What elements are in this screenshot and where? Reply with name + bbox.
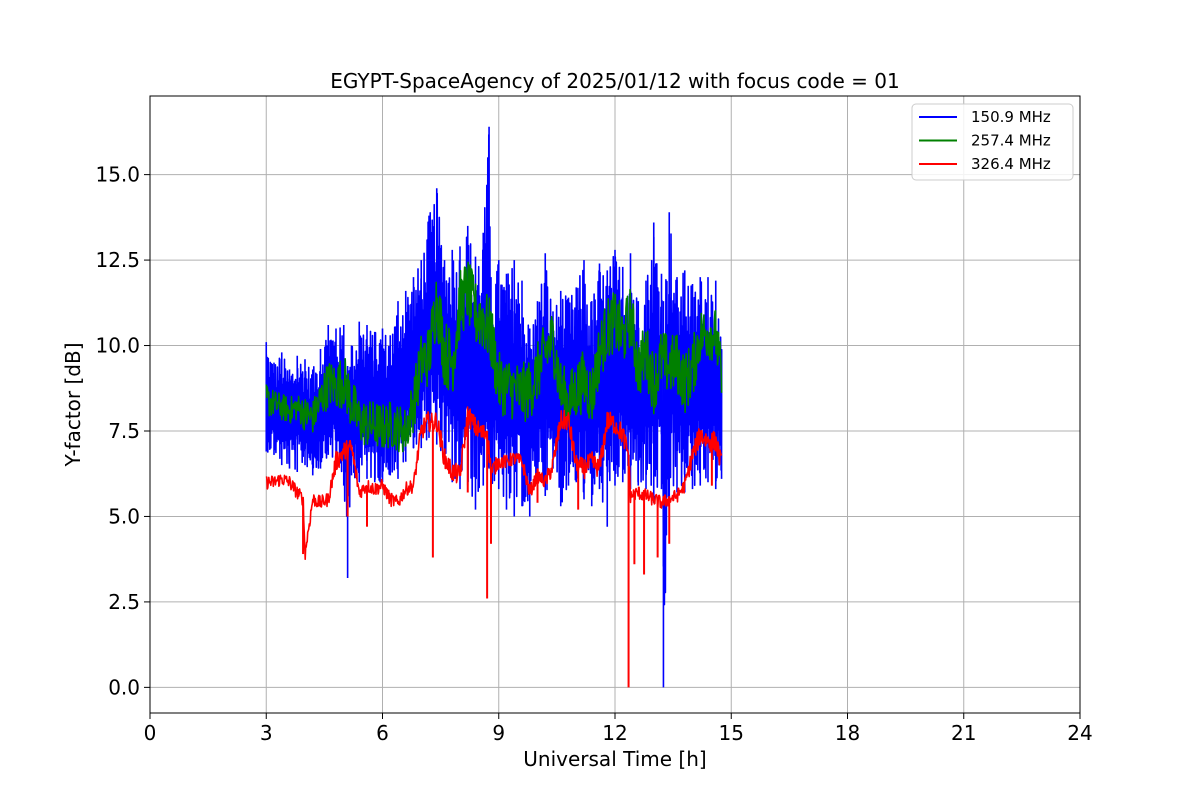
y-axis-label: Y-factor [dB] bbox=[61, 342, 85, 467]
x-tick-label: 24 bbox=[1067, 721, 1092, 745]
legend-label: 326.4 MHz bbox=[971, 155, 1051, 173]
x-tick-label: 15 bbox=[719, 721, 744, 745]
y-tick-label: 12.5 bbox=[95, 248, 140, 272]
x-tick-label: 0 bbox=[144, 721, 157, 745]
series-line bbox=[265, 406, 723, 560]
x-tick-label: 18 bbox=[835, 721, 860, 745]
x-tick-label: 6 bbox=[376, 721, 389, 745]
y-tick-label: 0.0 bbox=[108, 675, 140, 699]
y-tick-label: 5.0 bbox=[108, 504, 140, 528]
x-tick-label: 12 bbox=[602, 721, 627, 745]
series-3 bbox=[265, 406, 723, 688]
chart-title: EGYPT-SpaceAgency of 2025/01/12 with foc… bbox=[330, 69, 899, 93]
legend-box bbox=[911, 103, 1074, 181]
legend-label: 257.4 MHz bbox=[971, 132, 1051, 150]
x-axis-label: Universal Time [h] bbox=[523, 747, 706, 771]
series-line bbox=[265, 261, 723, 453]
series-2 bbox=[265, 261, 723, 453]
y-tick-label: 2.5 bbox=[108, 590, 140, 614]
ticks-layer: 0 3 6 9 12 15 18 21 24 0.0 2.5 5.0 7.5 10.0 12.5 15.0 bbox=[95, 163, 1092, 745]
x-tick-label: 21 bbox=[951, 721, 976, 745]
y-tick-label: 7.5 bbox=[108, 419, 140, 443]
legend: 150.9 MHz 257.4 MHz 326.4 MHz bbox=[911, 103, 1074, 181]
x-tick-label: 3 bbox=[260, 721, 273, 745]
y-tick-label: 10.0 bbox=[95, 334, 140, 358]
y-tick-label: 15.0 bbox=[95, 163, 140, 187]
legend-label: 150.9 MHz bbox=[971, 108, 1051, 126]
series-layer bbox=[265, 126, 723, 688]
x-tick-label: 9 bbox=[492, 721, 505, 745]
